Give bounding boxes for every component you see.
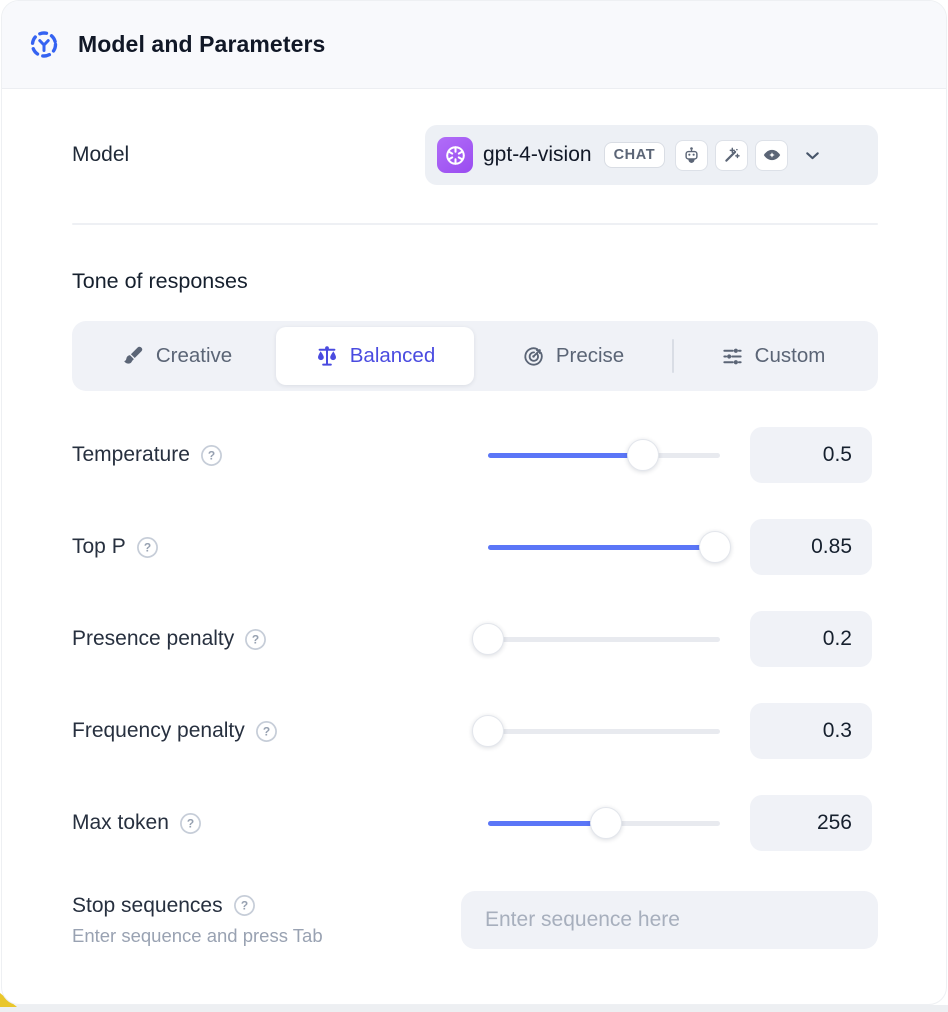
stop-sequences-row: Stop sequences ? Enter sequence and pres… (72, 891, 878, 949)
help-icon[interactable]: ? (200, 444, 223, 467)
tab-label: Creative (155, 344, 233, 367)
page-title: Model and Parameters (78, 31, 326, 57)
openai-logo (437, 137, 473, 173)
chevron-down-icon[interactable] (802, 145, 823, 166)
model-select-dropdown[interactable]: gpt-4-vision CHAT (425, 125, 878, 185)
tab-label: Custom (754, 344, 826, 367)
tab-label: Balanced (349, 344, 436, 367)
param-row-presence-penalty: Presence penalty ? 0.2 (72, 611, 878, 667)
slider-thumb[interactable] (472, 623, 504, 655)
param-label: Top P (72, 535, 126, 558)
selected-model-name: gpt-4-vision (483, 143, 592, 166)
top-p-value[interactable]: 0.85 (750, 519, 872, 575)
tab-divider (672, 339, 674, 373)
top-p-slider[interactable] (488, 531, 732, 563)
model-row: Model (72, 125, 878, 185)
section-divider (72, 223, 878, 225)
model-hub-icon (30, 30, 58, 58)
param-row-max-token: Max token ? 256 (72, 795, 878, 851)
param-label: Temperature (72, 443, 190, 466)
help-icon[interactable]: ? (233, 894, 256, 917)
svg-text:?: ? (187, 816, 194, 830)
param-label: Frequency penalty (72, 719, 245, 742)
slider-thumb[interactable] (590, 807, 623, 839)
max-token-value[interactable]: 256 (750, 795, 872, 851)
slider-thumb[interactable] (472, 715, 504, 747)
target-icon (524, 346, 543, 366)
frequency-penalty-slider[interactable] (472, 715, 720, 747)
stop-sequences-helper: Enter sequence and press Tab (72, 924, 323, 946)
presence-penalty-value[interactable]: 0.2 (750, 611, 872, 667)
page-bottom-strip (0, 1005, 948, 1012)
param-label: Presence penalty (72, 627, 235, 650)
tab-label: Precise (555, 344, 625, 367)
svg-text:?: ? (208, 448, 215, 462)
max-token-slider[interactable] (488, 807, 720, 839)
tab-creative[interactable]: Creative (78, 327, 276, 385)
svg-text:?: ? (252, 632, 259, 646)
temperature-value[interactable]: 0.5 (750, 427, 872, 483)
stop-sequences-label: Stop sequences (72, 893, 223, 917)
svg-text:?: ? (240, 899, 247, 913)
vision-eye-icon (755, 139, 789, 171)
paintbrush-icon (124, 346, 143, 364)
tab-custom[interactable]: Custom (674, 327, 872, 385)
param-row-top-p: Top P ? 0.85 (72, 519, 878, 575)
svg-text:?: ? (144, 540, 151, 554)
presence-penalty-slider[interactable] (472, 623, 720, 655)
tab-balanced[interactable]: Balanced (276, 327, 474, 385)
model-label: Model (72, 143, 130, 166)
help-icon[interactable]: ? (244, 628, 267, 651)
temperature-slider[interactable] (488, 439, 720, 471)
help-icon[interactable]: ? (179, 812, 202, 835)
param-label: Max token (72, 811, 169, 834)
card-header: Model and Parameters (2, 1, 946, 89)
balance-scale-icon (317, 346, 336, 366)
model-type-badge: CHAT (603, 142, 666, 168)
tab-precise[interactable]: Precise (474, 327, 672, 385)
param-row-frequency-penalty: Frequency penalty ? 0.3 (72, 703, 878, 759)
tone-heading: Tone of responses (72, 269, 248, 293)
help-icon[interactable]: ? (255, 720, 278, 743)
param-row-temperature: Temperature ? 0.5 (72, 427, 878, 483)
robot-icon (675, 139, 709, 171)
svg-text:?: ? (263, 724, 270, 738)
stop-sequence-input[interactable] (461, 891, 878, 949)
tone-tabbar: Creative Balanced (72, 321, 878, 391)
help-icon[interactable]: ? (136, 536, 159, 559)
frequency-penalty-value[interactable]: 0.3 (750, 703, 872, 759)
slider-thumb[interactable] (627, 439, 660, 471)
slider-thumb[interactable] (699, 531, 732, 563)
sliders-icon (723, 348, 742, 364)
magic-wand-icon (715, 139, 749, 171)
